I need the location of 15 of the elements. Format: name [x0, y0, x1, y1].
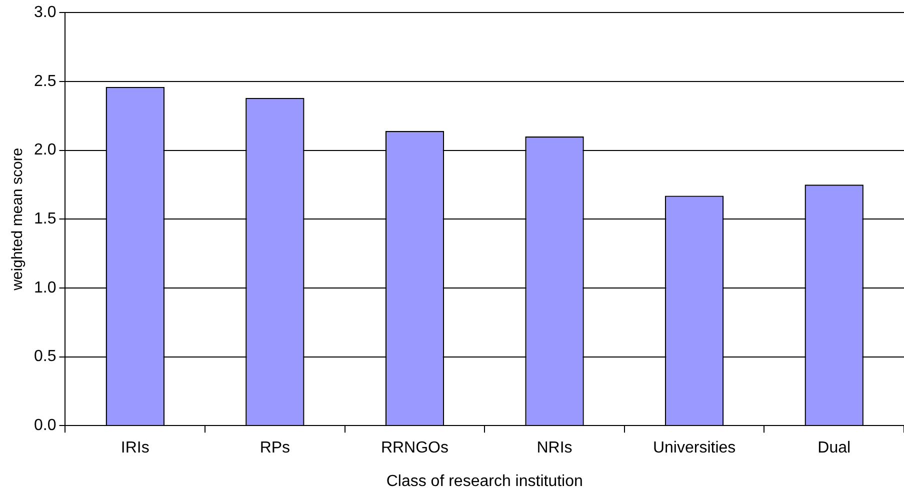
- x-tick-label: RRNGOs: [380, 440, 449, 457]
- y-tick-label: 0.5: [34, 348, 56, 366]
- x-tick-label: NRIs: [536, 440, 572, 457]
- y-tick-label: 2.0: [34, 142, 56, 159]
- y-tick-label: 2.5: [34, 72, 56, 90]
- y-tick-label: 0.0: [34, 417, 56, 434]
- x-tick-label: RPs: [260, 440, 290, 457]
- y-axis-title: weighted mean score: [9, 148, 26, 292]
- y-tick-label: 3.0: [34, 4, 56, 22]
- y-tick-label: 1.5: [34, 210, 56, 228]
- x-tick-label: Dual: [818, 440, 851, 457]
- x-tick-label: IRIs: [120, 440, 150, 457]
- y-tick-label: 1.0: [34, 279, 56, 296]
- x-axis-title: Class of research institution: [386, 472, 583, 490]
- x-tick-label: Universities: [652, 440, 736, 457]
